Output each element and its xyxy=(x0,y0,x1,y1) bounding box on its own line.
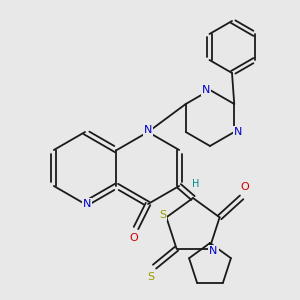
Text: N: N xyxy=(209,246,217,256)
Text: N: N xyxy=(234,127,242,137)
Text: H: H xyxy=(192,179,200,189)
Text: O: O xyxy=(130,233,138,243)
Text: N: N xyxy=(83,199,91,209)
Text: O: O xyxy=(240,182,249,192)
Text: N: N xyxy=(202,85,210,95)
Text: S: S xyxy=(147,272,154,282)
Text: N: N xyxy=(144,125,152,135)
Text: S: S xyxy=(159,210,166,220)
